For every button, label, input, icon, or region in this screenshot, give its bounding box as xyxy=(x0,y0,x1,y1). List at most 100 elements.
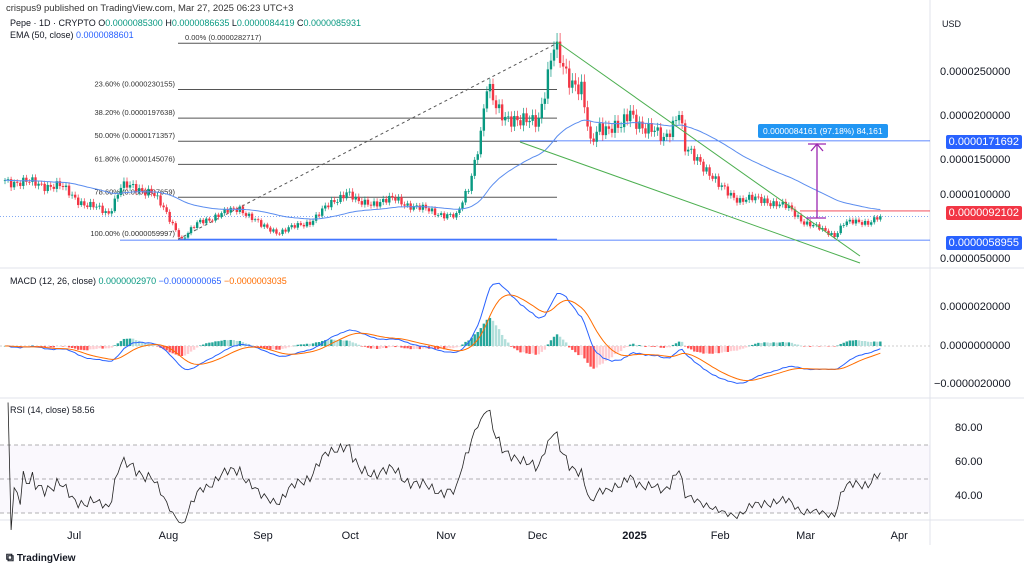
rsi-label: RSI (14, close) xyxy=(10,405,70,415)
symbol-label[interactable]: Pepe · 1D · CRYPTO xyxy=(10,18,96,28)
candle-body xyxy=(534,115,537,127)
ema-value: 0.0000088601 xyxy=(76,30,134,40)
candle-body xyxy=(586,107,589,127)
macd-histogram-bar xyxy=(677,341,681,346)
macd-histogram-bar xyxy=(354,343,357,346)
macd-histogram-bar xyxy=(647,346,650,347)
candle-body xyxy=(479,130,482,155)
candle-body xyxy=(525,113,528,123)
candle-body xyxy=(260,220,263,227)
candle-body xyxy=(879,216,882,220)
candle-body xyxy=(208,218,211,221)
candle-body xyxy=(577,84,580,95)
candle-body xyxy=(638,121,641,129)
candle-body xyxy=(732,192,736,198)
candle-body xyxy=(857,219,861,223)
macd-histogram-bar xyxy=(266,346,269,349)
candle-body xyxy=(311,220,315,225)
candle-body xyxy=(12,181,16,188)
macd-histogram-bar xyxy=(290,346,293,347)
macd-histogram-bar xyxy=(223,339,226,346)
candle-body xyxy=(751,194,754,201)
signal-line xyxy=(4,294,881,382)
macd-histogram-bar xyxy=(522,346,525,353)
macd-histogram-bar xyxy=(751,344,754,346)
macd-histogram-bar xyxy=(787,342,791,346)
macd-histogram-bar xyxy=(744,346,748,348)
macd-histogram-bar xyxy=(217,341,220,346)
macd-histogram-bar xyxy=(363,346,367,347)
candle-body xyxy=(22,177,25,186)
macd-tick: 0.0000020000 xyxy=(940,301,1011,313)
candle-body xyxy=(763,198,766,204)
macd-histogram-bar xyxy=(781,341,784,346)
candle-body xyxy=(500,104,504,121)
candle-body xyxy=(690,148,693,150)
candle-body xyxy=(385,198,388,203)
macd-histogram-bar xyxy=(180,346,184,357)
candle-body xyxy=(86,205,89,208)
macd-histogram-bar xyxy=(635,345,638,346)
macd-histogram-bar xyxy=(378,346,382,349)
macd-histogram-bar xyxy=(494,325,498,346)
macd-histogram-bar xyxy=(287,346,290,348)
candle-body xyxy=(418,205,421,210)
macd-histogram-bar xyxy=(37,346,40,347)
candle-body xyxy=(141,188,144,192)
tradingview-logo[interactable]: ⧉ TradingView xyxy=(6,552,76,565)
macd-histogram-bar xyxy=(513,346,516,349)
candle-body xyxy=(769,203,772,207)
macd-histogram-bar xyxy=(812,346,815,347)
candle-body xyxy=(360,201,364,205)
macd-histogram-bar xyxy=(98,346,101,349)
macd-histogram-bar xyxy=(763,342,766,346)
macd-histogram-bar xyxy=(168,346,171,353)
macd-histogram-bar xyxy=(308,343,312,346)
candle-body xyxy=(119,187,123,195)
macd-histogram-bar xyxy=(80,346,83,350)
macd-histogram-bar xyxy=(860,341,864,346)
macd-histogram-bar xyxy=(275,346,278,350)
time-axis-label: Oct xyxy=(341,530,359,542)
candle-body xyxy=(138,188,141,193)
rsi-legend[interactable]: RSI (14, close) 58.56 xyxy=(10,405,95,415)
macd-histogram-bar xyxy=(830,346,833,347)
macd-histogram-bar xyxy=(342,340,345,346)
candle-body xyxy=(516,115,519,121)
macd-histogram-bar xyxy=(49,346,52,348)
candle-body xyxy=(464,190,467,203)
candle-body xyxy=(827,230,830,235)
candle-body xyxy=(144,191,147,196)
macd-histogram-bar xyxy=(433,346,437,349)
macd-histogram-bar xyxy=(827,346,830,347)
candle-body xyxy=(491,83,495,101)
ema-legend[interactable]: EMA (50, close) 0.0000088601 xyxy=(10,30,134,40)
macd-histogram-bar xyxy=(516,346,519,351)
candle-body xyxy=(824,228,827,231)
macd-histogram-bar xyxy=(671,344,675,346)
macd-histogram-bar xyxy=(793,344,797,346)
macd-histogram-bar xyxy=(507,342,510,346)
candle-body xyxy=(519,120,522,126)
macd-histogram-bar xyxy=(351,342,354,346)
macd-histogram-bar xyxy=(528,346,531,354)
macd-histogram-bar xyxy=(863,341,867,346)
candle-body xyxy=(522,113,525,126)
candle-body xyxy=(845,221,848,226)
macd-histogram-bar xyxy=(705,346,708,354)
macd-histogram-bar xyxy=(561,339,565,346)
macd-legend[interactable]: MACD (12, 26, close) 0.0000002970 −0.000… xyxy=(10,276,287,286)
candle-body xyxy=(436,214,440,216)
candle-body xyxy=(98,205,101,207)
candle-body xyxy=(247,213,251,216)
macd-histogram-bar xyxy=(500,334,504,346)
macd-histogram-bar xyxy=(211,342,214,346)
macd-histogram-bar xyxy=(741,346,745,349)
macd-histogram-bar xyxy=(604,346,608,361)
candle-body xyxy=(632,110,635,115)
candle-body xyxy=(717,176,720,187)
candle-body xyxy=(629,110,632,122)
macd-histogram-bar xyxy=(369,346,373,349)
candle-body xyxy=(504,116,507,121)
